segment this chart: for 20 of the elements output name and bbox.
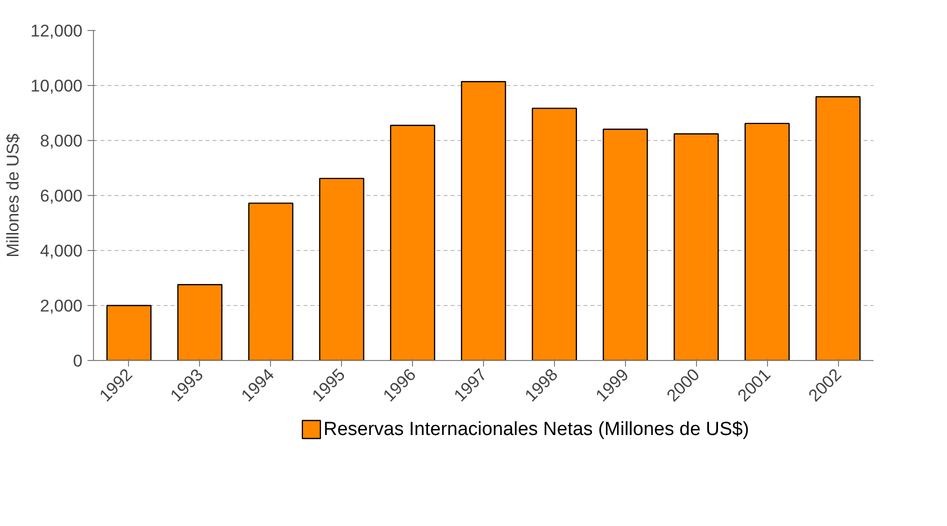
y-tick-label: 10,000 xyxy=(30,76,83,96)
y-tick-label: 12,000 xyxy=(30,22,83,40)
y-tick-label: 4,000 xyxy=(40,242,83,260)
y-tick-label: 8,000 xyxy=(40,132,83,150)
bar xyxy=(532,108,577,360)
bar xyxy=(602,128,648,360)
bar xyxy=(177,284,222,360)
bar xyxy=(744,122,790,360)
bar xyxy=(248,202,294,360)
y-tick-label: 0 xyxy=(73,352,83,370)
y-axis-title: Millones de US$ xyxy=(4,133,23,258)
legend-label: Reservas Internacionales Netas (Millones de US$) xyxy=(323,419,750,440)
y-tick-label: 6,000 xyxy=(40,186,83,206)
bar xyxy=(674,133,719,360)
bar xyxy=(106,304,152,360)
bar xyxy=(815,96,861,360)
bar xyxy=(319,178,364,360)
bar xyxy=(460,81,506,360)
bar xyxy=(390,124,436,360)
y-tick-label: 2,000 xyxy=(40,296,83,316)
